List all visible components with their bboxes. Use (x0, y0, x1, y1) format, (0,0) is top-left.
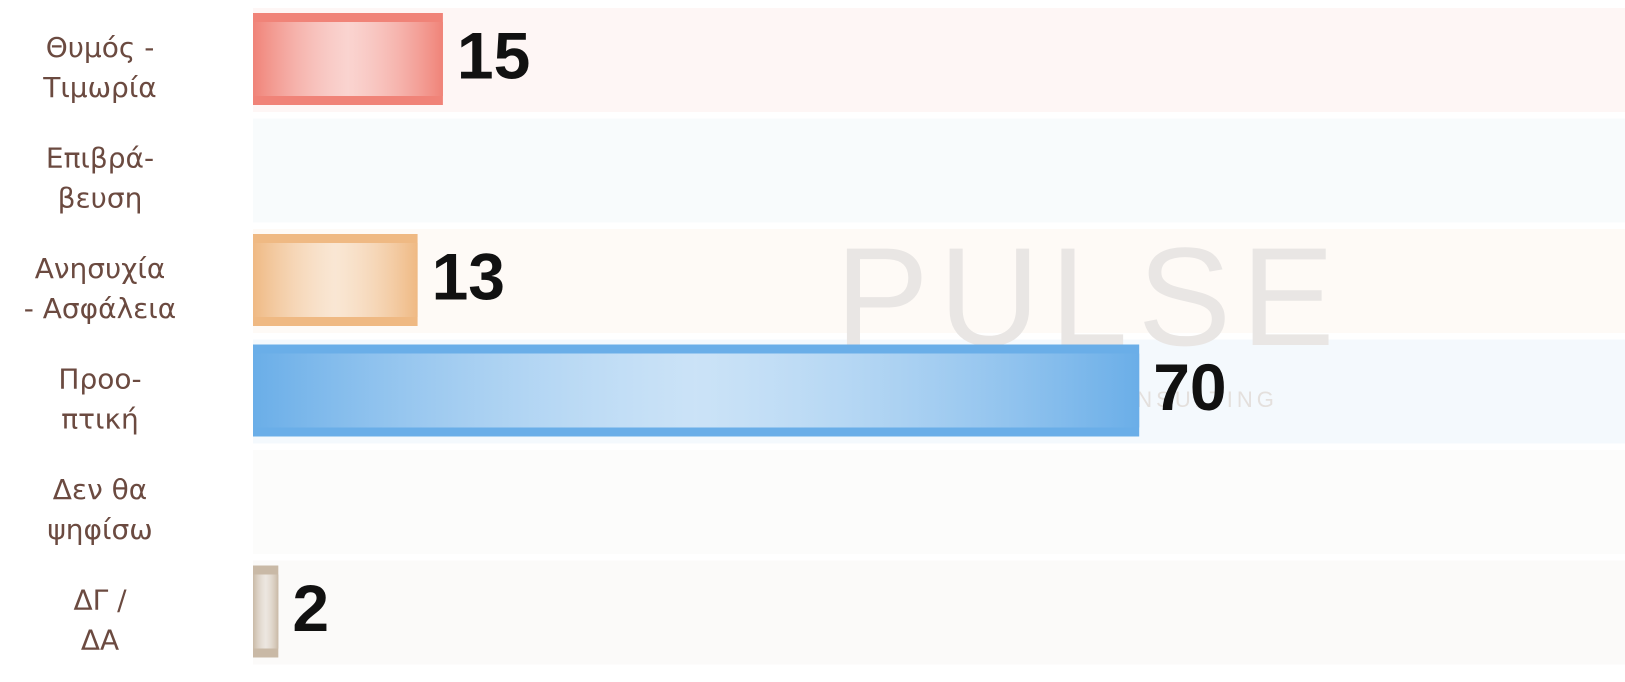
category-label: ΔΑ (81, 624, 119, 657)
row-band (253, 560, 1625, 665)
category-label: - Ασφάλεια (24, 292, 176, 325)
value-label: 15 (457, 18, 530, 92)
bar-shine (253, 574, 279, 649)
category-label: Ανησυχία (35, 252, 166, 285)
category-label: βευση (58, 182, 143, 215)
value-label: 13 (432, 239, 505, 313)
category-label: Επιβρά- (46, 142, 154, 175)
bar-shine (253, 353, 1140, 428)
category-label: Θυμός - (46, 31, 155, 64)
bar-shine (253, 22, 443, 96)
category-label: ψηφίσω (47, 513, 152, 546)
value-label: 2 (292, 571, 329, 645)
value-label: 70 (1153, 350, 1226, 424)
category-label: πτική (61, 403, 138, 436)
category-label: Δεν θα (53, 473, 147, 506)
category-label: Τιμωρία (42, 71, 157, 104)
row-band (253, 450, 1625, 554)
category-label: Προο- (58, 363, 141, 396)
row-band (253, 118, 1625, 223)
category-label: ΔΓ / (73, 584, 127, 617)
row-band (253, 8, 1625, 112)
bar-shine (253, 243, 418, 317)
row-band (253, 229, 1625, 333)
